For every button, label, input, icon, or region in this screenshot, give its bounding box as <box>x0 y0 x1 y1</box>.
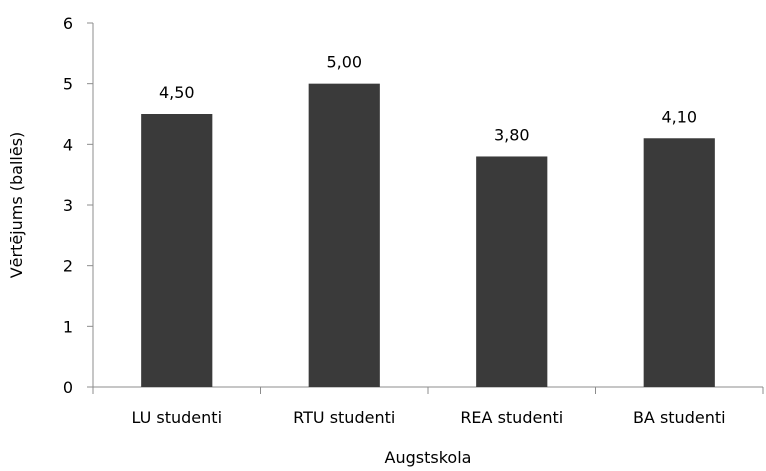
y-tick-label: 3 <box>63 196 73 215</box>
bar <box>141 114 213 387</box>
y-tick-label: 2 <box>63 257 73 276</box>
y-tick-label: 4 <box>63 135 73 154</box>
data-label: 3,80 <box>494 125 530 144</box>
bar <box>476 156 548 387</box>
x-axis-title: Augstskola <box>385 448 472 467</box>
category-label: BA studenti <box>633 408 726 427</box>
category-label: RTU studenti <box>293 408 395 427</box>
x-axis <box>92 386 764 394</box>
category-label: LU studenti <box>131 408 222 427</box>
y-tick-label: 5 <box>63 75 73 94</box>
data-label: 4,50 <box>159 83 195 102</box>
data-label: 5,00 <box>326 53 362 72</box>
category-label: REA studenti <box>460 408 563 427</box>
bars <box>141 83 715 388</box>
data-labels: 4,50 5,00 3,80 4,10 <box>159 53 697 145</box>
y-tick-label: 6 <box>63 14 73 33</box>
category-labels: LU studenti RTU studenti REA studenti BA st… <box>131 408 725 427</box>
data-label: 4,10 <box>661 107 697 126</box>
bar <box>308 83 380 388</box>
bar <box>643 138 715 387</box>
y-tick-label: 1 <box>63 317 73 336</box>
y-axis: 0 1 2 3 4 5 6 <box>63 14 94 397</box>
y-tick-label: 0 <box>63 378 73 397</box>
y-axis-title: Vērtējums (ballēs) <box>7 132 26 279</box>
